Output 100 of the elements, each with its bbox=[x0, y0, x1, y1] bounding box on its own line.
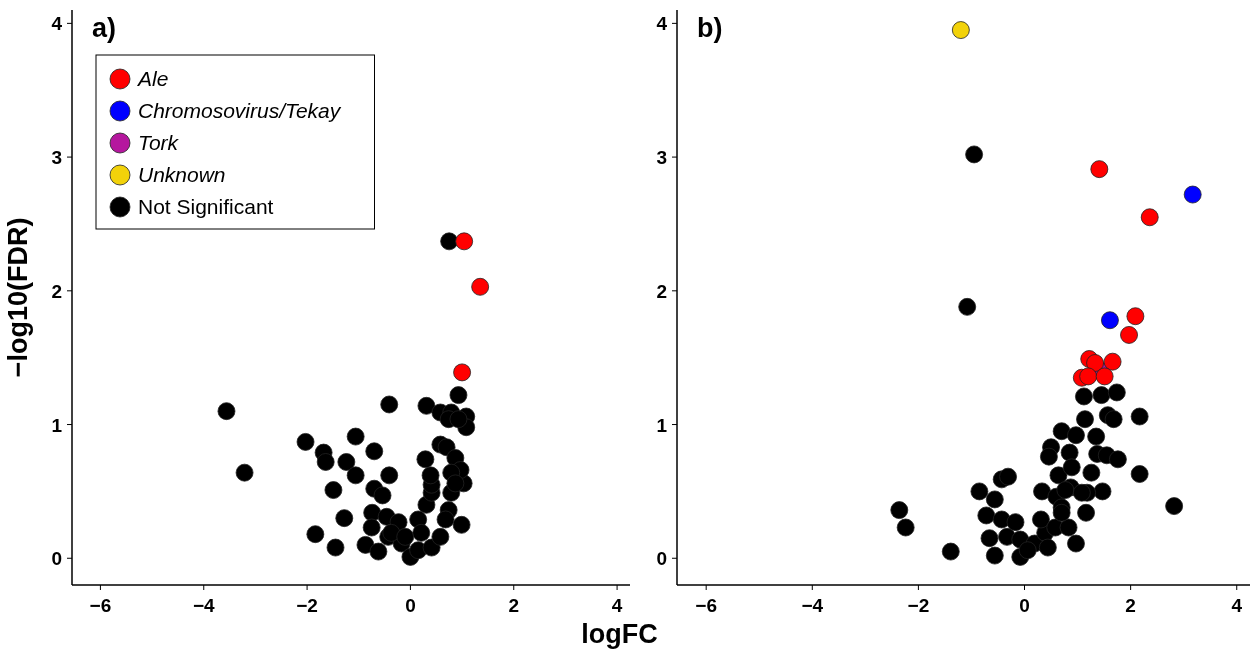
point bbox=[452, 515, 471, 534]
point bbox=[1107, 383, 1126, 402]
point bbox=[326, 538, 345, 557]
legend-label: Not Significant bbox=[138, 195, 274, 218]
y-tick-label: 0 bbox=[656, 548, 667, 570]
y-tick-label: 1 bbox=[51, 414, 63, 436]
point bbox=[346, 427, 365, 446]
y-tick-label: 4 bbox=[656, 13, 668, 35]
point bbox=[1032, 510, 1050, 529]
point bbox=[446, 474, 465, 493]
point bbox=[471, 277, 490, 296]
point bbox=[362, 518, 381, 537]
point bbox=[416, 450, 435, 469]
point bbox=[980, 529, 999, 548]
point bbox=[1093, 482, 1112, 501]
point bbox=[1038, 538, 1057, 557]
point bbox=[1060, 443, 1079, 462]
y-tick-label: 2 bbox=[51, 280, 62, 302]
point bbox=[235, 463, 254, 482]
point bbox=[1072, 483, 1091, 502]
point bbox=[412, 523, 431, 542]
point bbox=[217, 402, 236, 421]
point bbox=[1103, 352, 1122, 371]
point bbox=[941, 542, 960, 561]
point bbox=[1075, 387, 1093, 406]
point bbox=[951, 21, 970, 39]
point bbox=[306, 525, 325, 544]
point bbox=[453, 363, 471, 382]
point bbox=[1140, 208, 1159, 227]
x-tick-label: 0 bbox=[405, 595, 416, 616]
point bbox=[1077, 503, 1095, 522]
y-tick-label: 2 bbox=[656, 280, 667, 302]
x-tick-label: −6 bbox=[695, 595, 718, 616]
point bbox=[382, 523, 401, 542]
x-tick-label: −6 bbox=[89, 595, 112, 616]
point bbox=[890, 501, 909, 520]
point bbox=[1108, 450, 1127, 469]
point bbox=[1126, 307, 1145, 326]
y-tick-label: 3 bbox=[51, 147, 62, 169]
x-tick-label: −2 bbox=[907, 595, 930, 616]
x-tick-label: −4 bbox=[192, 595, 216, 616]
point bbox=[1090, 160, 1109, 179]
point bbox=[449, 386, 468, 405]
point bbox=[421, 466, 440, 485]
x-tick-label: 2 bbox=[508, 595, 520, 616]
legend-label: Unknown bbox=[138, 163, 226, 186]
point bbox=[1033, 482, 1051, 501]
point bbox=[977, 506, 996, 525]
legend-label: Chromosovirus/Tekay bbox=[138, 99, 342, 122]
y-tick-label: 0 bbox=[51, 548, 62, 570]
point bbox=[337, 453, 356, 471]
point bbox=[449, 410, 468, 429]
point bbox=[1183, 185, 1202, 204]
point bbox=[1092, 386, 1111, 405]
point bbox=[896, 518, 915, 537]
point bbox=[1018, 541, 1037, 560]
y-tick-label: 1 bbox=[656, 414, 668, 436]
point bbox=[1087, 427, 1106, 446]
x-tick-label: 0 bbox=[1019, 595, 1030, 616]
point bbox=[958, 297, 977, 316]
point bbox=[1101, 311, 1119, 330]
point bbox=[373, 486, 392, 505]
x-tick-label: 4 bbox=[1231, 595, 1243, 616]
x-tick-label: −4 bbox=[801, 595, 824, 616]
point bbox=[316, 453, 335, 471]
point bbox=[396, 527, 415, 546]
point bbox=[380, 395, 399, 414]
point bbox=[999, 467, 1017, 486]
point bbox=[1049, 466, 1068, 485]
y-axis-title: −log10(FDR) bbox=[3, 217, 33, 378]
point bbox=[335, 509, 354, 528]
point bbox=[1165, 497, 1184, 516]
point bbox=[1130, 465, 1149, 483]
point bbox=[1067, 426, 1085, 445]
point bbox=[970, 482, 989, 501]
point bbox=[992, 510, 1011, 529]
legend-label: Ale bbox=[136, 67, 169, 90]
point bbox=[1076, 410, 1094, 429]
point bbox=[296, 433, 315, 451]
point bbox=[965, 145, 984, 164]
point bbox=[1104, 410, 1123, 429]
point bbox=[356, 535, 375, 554]
point bbox=[417, 396, 436, 415]
y-tick-label: 3 bbox=[656, 147, 667, 169]
point bbox=[324, 481, 343, 499]
point bbox=[1052, 503, 1071, 522]
x-tick-label: −2 bbox=[296, 595, 318, 616]
chart-title: b) bbox=[697, 13, 723, 43]
point bbox=[365, 442, 384, 461]
point bbox=[1130, 407, 1149, 426]
point bbox=[431, 527, 450, 546]
x-tick-label: 4 bbox=[611, 595, 623, 616]
point bbox=[455, 232, 474, 251]
legend-label: Tork bbox=[138, 131, 180, 154]
point bbox=[440, 232, 459, 251]
point bbox=[1079, 367, 1098, 386]
x-tick-label: 2 bbox=[1125, 595, 1136, 616]
x-axis-title: logFC bbox=[581, 619, 658, 649]
point bbox=[369, 542, 388, 561]
point bbox=[1052, 422, 1071, 441]
